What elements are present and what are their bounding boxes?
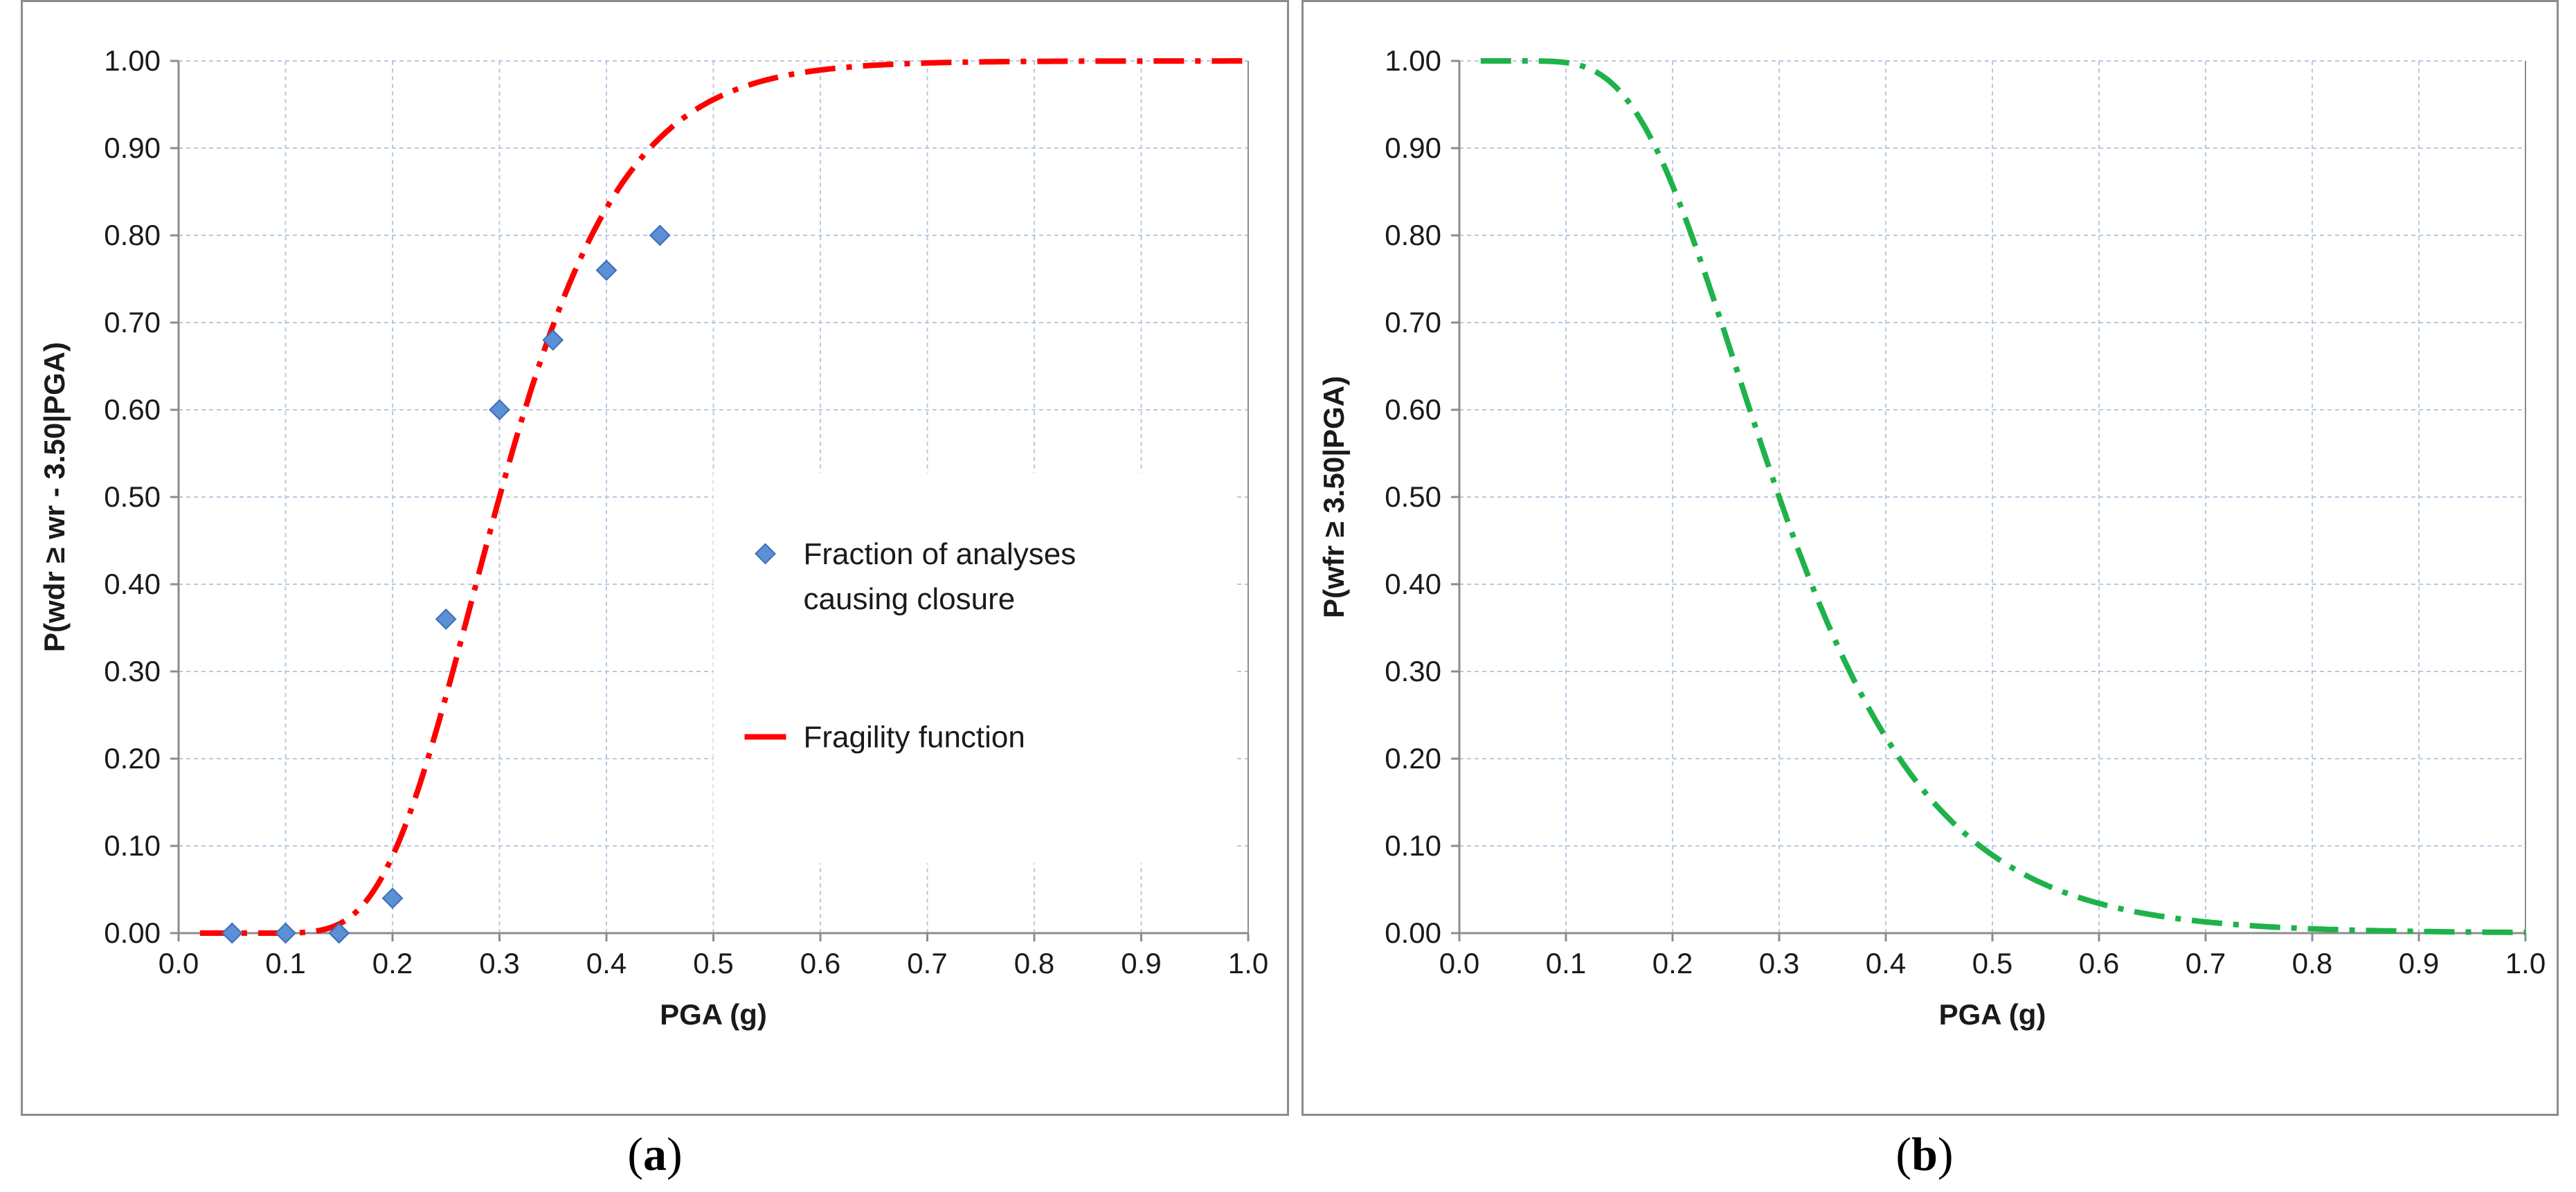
x-tick-label: 0.2 (372, 947, 413, 979)
x-tick-label: 0.0 (1439, 947, 1479, 979)
scatter-point (275, 922, 296, 944)
x-tick-label: 0.6 (800, 947, 840, 979)
y-axis-title: P(wfr ≥ 3.50|PGA) (1317, 376, 1351, 618)
series-line-1 (199, 58, 1248, 936)
caption-b: (b) (1895, 1128, 1954, 1180)
x-tick-label: 0.5 (693, 947, 733, 979)
y-axis-title: P(wdr ≥ wr - 3.50|PGA) (38, 342, 71, 652)
y-tick-label: 0.90 (1385, 132, 1441, 164)
scatter-point (328, 922, 350, 944)
chart-panel-a: 0.0 0.1 0.2 0.3 0.4 0.5 0.6 0.7 0.8 0.9 1.0 0.00 0.1… (21, 0, 1289, 1116)
y-tick-label: 0.10 (104, 829, 161, 862)
scatter-point (381, 887, 404, 910)
x-tick-label: 0.7 (907, 947, 947, 979)
x-tick-label: 0.3 (479, 947, 519, 979)
x-tick-label: 0.8 (1014, 947, 1054, 979)
x-tick-label: 0.7 (2186, 947, 2226, 979)
caption-a: (a) (627, 1128, 683, 1180)
y-tick-label: 0.10 (1385, 829, 1441, 862)
scatter-point (435, 608, 457, 630)
scatter-point (489, 399, 510, 421)
legend-line-label: Fragility function (804, 721, 1025, 755)
x-axis-title: PGA (g) (660, 998, 767, 1031)
x-tick-label: 0.9 (1121, 947, 1161, 979)
y-tick-label: 0.20 (1385, 742, 1441, 775)
y-tick-label: 1.00 (1385, 44, 1441, 77)
y-tick-label: 0.40 (1385, 568, 1441, 600)
legend-scatter-label-line2: causing closure (804, 582, 1016, 616)
legend-box (713, 472, 1234, 864)
y-tick-label: 0.90 (104, 132, 161, 164)
scatter-point (649, 224, 671, 246)
y-tick-label: 0.80 (1385, 219, 1441, 251)
y-tick-label: 0.70 (1385, 306, 1441, 338)
x-axis-title: PGA (g) (1939, 998, 2046, 1031)
x-tick-label: 0.1 (1546, 947, 1586, 979)
legend-scatter-marker (755, 543, 776, 565)
chart-b-svg: 0.0 0.1 0.2 0.3 0.4 0.5 0.6 0.7 0.8 0.9 1.0 0.00 0.1… (1317, 44, 2546, 1031)
y-tick-label: 0.40 (104, 568, 161, 600)
x-tick-label: 1.0 (1228, 947, 1268, 979)
x-tick-label: 0.3 (1759, 947, 1799, 979)
y-tick-label: 0.70 (104, 306, 161, 338)
chart-a-svg: 0.0 0.1 0.2 0.3 0.4 0.5 0.6 0.7 0.8 0.9 1.0 0.00 0.1… (38, 44, 1268, 1031)
y-tick-label: 0.20 (104, 742, 161, 775)
y-tick-label: 1.00 (104, 44, 161, 77)
x-tick-label: 0.9 (2399, 947, 2439, 979)
x-tick-label: 0.6 (2079, 947, 2119, 979)
scatter-point (595, 259, 618, 281)
y-tick-label: 0.00 (1385, 916, 1441, 949)
y-tick-label: 0.80 (104, 219, 161, 251)
series-line-0 (1480, 58, 2525, 935)
y-tick-label: 0.50 (1385, 480, 1441, 513)
chart-panel-b: 0.0 0.1 0.2 0.3 0.4 0.5 0.6 0.7 0.8 0.9 1.0 0.00 0.1… (1301, 0, 2559, 1116)
x-tick-label: 0.4 (586, 947, 627, 979)
scatter-point (221, 922, 243, 944)
x-tick-label: 1.0 (2505, 947, 2546, 979)
y-tick-label: 0.30 (1385, 655, 1441, 687)
x-tick-label: 0.0 (159, 947, 199, 979)
legend-scatter-label-line1: Fraction of analyses (804, 537, 1077, 571)
x-tick-label: 0.8 (2292, 947, 2332, 979)
y-tick-label: 0.60 (104, 393, 161, 426)
y-tick-label: 0.30 (104, 655, 161, 687)
x-tick-label: 0.1 (265, 947, 305, 979)
y-tick-label: 0.50 (104, 480, 161, 513)
y-tick-label: 0.60 (1385, 393, 1441, 426)
x-tick-label: 0.5 (1972, 947, 2012, 979)
y-tick-label: 0.00 (104, 916, 161, 949)
x-tick-label: 0.2 (1652, 947, 1693, 979)
scatter-point (542, 329, 564, 351)
x-tick-label: 0.4 (1866, 947, 1906, 979)
